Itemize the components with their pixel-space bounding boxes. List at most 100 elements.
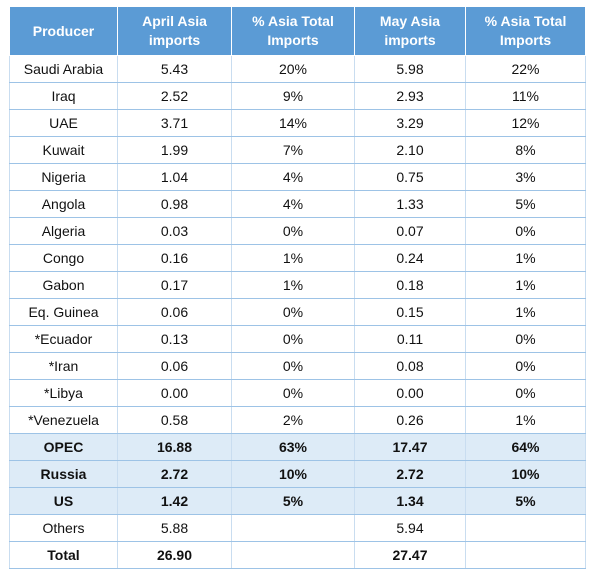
producer-cell: Angola [9,190,118,218]
april-pct-cell [231,514,355,542]
producer-cell: US [9,487,118,515]
table-row: Kuwait 1.99 7% 2.10 8% [9,136,586,164]
producer-cell: *Iran [9,352,118,380]
producer-cell: Kuwait [9,136,118,164]
may-imports-cell: 0.11 [354,325,466,353]
table-row: *Ecuador 0.13 0% 0.11 0% [9,325,586,353]
table-row: US 1.42 5% 1.34 5% [9,487,586,515]
april-pct-cell: 7% [231,136,355,164]
april-pct-cell: 2% [231,406,355,434]
table-row: Algeria 0.03 0% 0.07 0% [9,217,586,245]
producer-cell: Others [9,514,118,542]
may-pct-cell: 1% [465,406,586,434]
may-imports-cell: 1.33 [354,190,466,218]
april-pct-cell: 10% [231,460,355,488]
may-imports-cell: 0.07 [354,217,466,245]
header-may-pct-asia-total: % Asia Total Imports [465,6,586,56]
may-imports-cell: 1.34 [354,487,466,515]
producer-cell: Saudi Arabia [9,55,118,83]
may-pct-cell: 8% [465,136,586,164]
april-pct-cell: 1% [231,271,355,299]
may-imports-cell: 0.00 [354,379,466,407]
may-imports-cell: 5.94 [354,514,466,542]
april-imports-cell: 3.71 [117,109,232,137]
may-pct-cell: 3% [465,163,586,191]
may-imports-cell: 0.15 [354,298,466,326]
may-imports-cell: 27.47 [354,541,466,569]
may-pct-cell: 0% [465,379,586,407]
table-row: Angola 0.98 4% 1.33 5% [9,190,586,218]
header-april-asia-imports: April Asia imports [117,6,232,56]
producer-cell: Gabon [9,271,118,299]
table-row: *Iran 0.06 0% 0.08 0% [9,352,586,380]
table-row: Congo 0.16 1% 0.24 1% [9,244,586,272]
producer-cell: Congo [9,244,118,272]
table-row: OPEC 16.88 63% 17.47 64% [9,433,586,461]
producer-cell: Eq. Guinea [9,298,118,326]
producer-cell: Russia [9,460,118,488]
may-imports-cell: 2.93 [354,82,466,110]
table-row: Others 5.88 5.94 [9,514,586,542]
april-pct-cell: 0% [231,325,355,353]
april-imports-cell: 2.72 [117,460,232,488]
april-imports-cell: 1.04 [117,163,232,191]
header-april-pct-asia-total: % Asia Total Imports [231,6,355,56]
may-pct-cell: 1% [465,271,586,299]
april-imports-cell: 0.00 [117,379,232,407]
may-imports-cell: 3.29 [354,109,466,137]
table-row: Saudi Arabia 5.43 20% 5.98 22% [9,55,586,83]
table-row: Russia 2.72 10% 2.72 10% [9,460,586,488]
april-pct-cell: 4% [231,163,355,191]
producer-cell: *Ecuador [9,325,118,353]
may-pct-cell: 12% [465,109,586,137]
may-pct-cell: 22% [465,55,586,83]
april-imports-cell: 1.99 [117,136,232,164]
may-pct-cell: 0% [465,352,586,380]
may-imports-cell: 0.24 [354,244,466,272]
may-imports-cell: 0.26 [354,406,466,434]
producer-cell: UAE [9,109,118,137]
table-row: UAE 3.71 14% 3.29 12% [9,109,586,137]
may-pct-cell [465,514,586,542]
table-row: Total 26.90 27.47 [9,541,586,569]
table-row: Nigeria 1.04 4% 0.75 3% [9,163,586,191]
april-imports-cell: 0.17 [117,271,232,299]
april-imports-cell: 0.06 [117,352,232,380]
producer-cell: *Libya [9,379,118,407]
may-imports-cell: 17.47 [354,433,466,461]
table-body: Saudi Arabia 5.43 20% 5.98 22% Iraq 2.52 9% 2.93… [9,55,586,569]
may-pct-cell: 11% [465,82,586,110]
april-pct-cell: 0% [231,352,355,380]
april-imports-cell: 0.16 [117,244,232,272]
producer-cell: Total [9,541,118,569]
may-pct-cell: 0% [465,325,586,353]
producer-cell: Iraq [9,82,118,110]
april-pct-cell [231,541,355,569]
table-row: *Libya 0.00 0% 0.00 0% [9,379,586,407]
may-imports-cell: 0.75 [354,163,466,191]
may-imports-cell: 5.98 [354,55,466,83]
asia-imports-table: Producer April Asia imports % Asia Total… [9,6,586,569]
april-imports-cell: 1.42 [117,487,232,515]
may-pct-cell: 5% [465,190,586,218]
april-imports-cell: 5.88 [117,514,232,542]
april-imports-cell: 0.13 [117,325,232,353]
producer-cell: Nigeria [9,163,118,191]
april-pct-cell: 0% [231,379,355,407]
april-imports-cell: 0.58 [117,406,232,434]
header-row: Producer April Asia imports % Asia Total… [9,6,586,56]
may-imports-cell: 0.08 [354,352,466,380]
may-imports-cell: 0.18 [354,271,466,299]
april-pct-cell: 1% [231,244,355,272]
may-pct-cell: 1% [465,244,586,272]
april-pct-cell: 4% [231,190,355,218]
april-imports-cell: 5.43 [117,55,232,83]
april-pct-cell: 0% [231,217,355,245]
header-producer: Producer [9,6,118,56]
april-pct-cell: 5% [231,487,355,515]
table-row: Iraq 2.52 9% 2.93 11% [9,82,586,110]
may-pct-cell: 0% [465,217,586,245]
table-row: Gabon 0.17 1% 0.18 1% [9,271,586,299]
may-pct-cell: 10% [465,460,586,488]
may-imports-cell: 2.72 [354,460,466,488]
